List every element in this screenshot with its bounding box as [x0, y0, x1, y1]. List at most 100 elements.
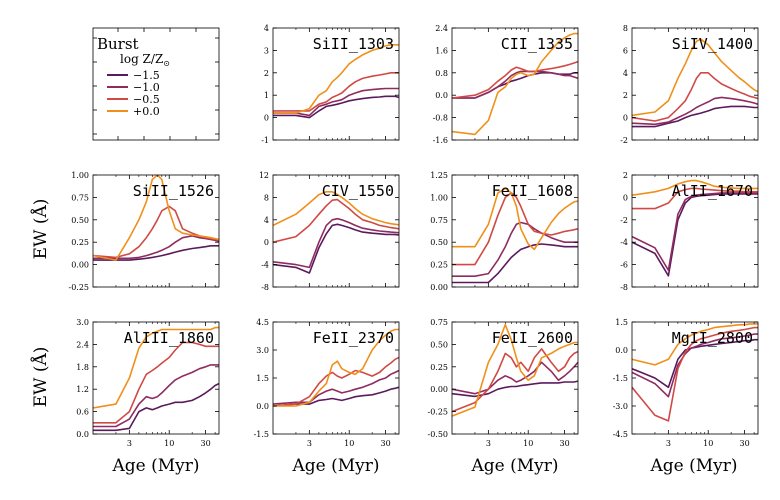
y-tick-label: 0.00 — [71, 261, 89, 270]
y-tick-label: -0.25 — [68, 283, 89, 292]
x-tick-label: 3 — [486, 439, 491, 448]
x-tick-label: 10 — [344, 439, 354, 448]
panel-feii-2600: -0.50 -0.25 0.00 0.25 0.50 0.75 3 10 30 FeII_2600 — [427, 318, 579, 448]
series-line — [93, 341, 219, 424]
panel-frame — [451, 27, 579, 141]
series-line — [632, 96, 758, 126]
series-line — [452, 60, 578, 99]
y-tick-label: -1.6 — [433, 136, 448, 145]
y-tick-label: 0 — [623, 114, 628, 123]
y-tick-label: 2 — [623, 171, 628, 180]
series-line — [632, 338, 758, 389]
panel-title: SiII_1526 — [133, 182, 214, 200]
series-line — [452, 32, 578, 136]
y-tick-label: 0.50 — [430, 238, 448, 247]
series-line — [452, 192, 578, 266]
series-line — [273, 43, 399, 114]
series-line — [632, 192, 758, 272]
panel-frame — [272, 27, 400, 141]
panel-aliii-1860: 0.0 0.6 1.2 1.8 2.4 3.0 3 10 30 AlIII_1860 — [76, 318, 220, 448]
legend-subtitle-sun: ⊙ — [163, 59, 170, 68]
y-tick-label: 0.25 — [430, 363, 448, 372]
panel-title: FeII_1608 — [492, 182, 573, 200]
xlabel-col2: Age (Myr) — [291, 456, 379, 476]
y-tick-label: 1.6 — [435, 46, 448, 55]
panel-feii-2370: -1.5 0.0 1.5 3.0 4.5 3 10 30 FeII_2370 — [254, 318, 400, 448]
panel-frame — [631, 174, 759, 288]
panel-mgii-2800: -4.5 -3.0 -1.5 0.0 1.5 3 10 30 MgII_2800 — [613, 318, 759, 448]
legend-subtitle-main: log Z/Z — [120, 52, 163, 66]
series-line — [93, 175, 219, 261]
x-tick-label: 10 — [703, 439, 713, 448]
y-tick-label: 12 — [259, 171, 269, 180]
series-line — [273, 356, 399, 407]
series-line — [452, 323, 578, 417]
y-tick-label: 0.75 — [430, 216, 448, 225]
series-line — [93, 326, 219, 409]
panel-title: FeII_2370 — [313, 329, 394, 347]
x-tick-label: 30 — [380, 439, 390, 448]
y-tick-label: -0.8 — [433, 114, 448, 123]
y-tick-label: 2 — [623, 91, 628, 100]
y-tick-label: -8 — [261, 283, 269, 292]
panel-title: AlII_1670 — [672, 182, 753, 200]
x-tick-label: 3 — [127, 439, 132, 448]
panel-siii-1526: -0.25 0.00 0.25 0.50 0.75 1.00 SiII_1526 — [68, 171, 220, 292]
panel-cii-1335: -1.6 -0.8 0.0 0.8 1.6 2.4 CII_1335 — [433, 24, 579, 145]
panel-frame — [631, 27, 759, 141]
y-tick-label: 1.5 — [615, 318, 628, 327]
y-tick-label: 0.8 — [435, 69, 448, 78]
panel-title: AlIII_1860 — [124, 329, 214, 347]
series-line — [93, 382, 219, 432]
series-line — [452, 361, 578, 395]
legend-panel: Burst log Z/Z⊙ −1.5−1.0−0.5+0.0 — [92, 27, 220, 141]
panel-siiv-1400: -2 0 2 4 6 8 SiIV_1400 — [620, 24, 759, 145]
y-tick-label: 0.0 — [76, 430, 89, 439]
series-line — [273, 95, 399, 119]
y-tick-label: 1.8 — [76, 363, 89, 372]
y-tick-label: 1.2 — [76, 385, 89, 394]
series-line — [273, 328, 399, 407]
y-tick-label: 0.75 — [430, 318, 448, 327]
y-tick-label: -6 — [620, 261, 628, 270]
series-line — [452, 187, 578, 251]
panels: -101234SiII_1303-1.6-0.80.00.81.62.4CII_… — [68, 24, 759, 448]
y-tick-label: 0.25 — [430, 261, 448, 270]
y-tick-label: 2.4 — [76, 340, 89, 349]
legend-entries: −1.5−1.0−0.5+0.0 — [107, 69, 160, 118]
x-tick-label: 10 — [164, 439, 174, 448]
series-line — [452, 221, 578, 278]
panel-title: SiIV_1400 — [672, 35, 753, 53]
series-line — [632, 38, 758, 117]
y-tick-label: 0 — [623, 193, 628, 202]
y-tick-label: 1.00 — [430, 193, 448, 202]
x-tick-label: 30 — [559, 439, 569, 448]
x-tick-label: 30 — [739, 439, 749, 448]
series-line — [93, 205, 219, 259]
panel-title: CII_1335 — [501, 35, 573, 53]
y-tick-label: 0.0 — [256, 402, 269, 411]
y-tick-label: -4 — [261, 261, 269, 270]
series-line — [273, 191, 399, 227]
panel-alii-1670: -8 -6 -4 -2 0 2 AlII_1670 — [620, 171, 759, 292]
series-line — [273, 369, 399, 405]
series-line — [452, 348, 578, 413]
y-tick-label: -2 — [620, 136, 628, 145]
series-line — [273, 198, 399, 243]
y-tick-label: 4.5 — [256, 318, 269, 327]
y-tick-label: 0.00 — [430, 283, 448, 292]
y-tick-label: 0.50 — [71, 216, 89, 225]
y-tick-label: -4.5 — [613, 430, 628, 439]
series-line — [93, 235, 219, 260]
y-tick-label: 4 — [264, 24, 269, 33]
y-tick-label: -1.5 — [254, 430, 269, 439]
series-line — [632, 105, 758, 128]
y-tick-label: 1 — [264, 91, 269, 100]
y-tick-label: 0.50 — [430, 340, 448, 349]
y-tick-label: -2 — [620, 216, 628, 225]
panel-frame — [451, 174, 579, 288]
y-tick-label: -1 — [261, 136, 269, 145]
y-tick-label: 0 — [264, 114, 269, 123]
x-tick-label: 10 — [523, 439, 533, 448]
